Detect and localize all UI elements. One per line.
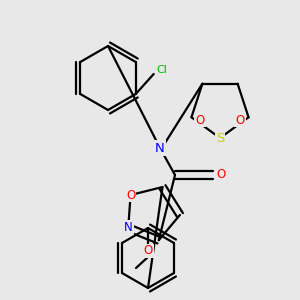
Text: Cl: Cl bbox=[156, 65, 167, 75]
Text: O: O bbox=[216, 169, 226, 182]
Text: N: N bbox=[155, 142, 165, 154]
Text: O: O bbox=[126, 188, 135, 202]
Text: O: O bbox=[143, 244, 153, 257]
Text: S: S bbox=[216, 131, 224, 145]
Text: N: N bbox=[124, 221, 133, 234]
Text: O: O bbox=[236, 113, 244, 127]
Text: O: O bbox=[195, 113, 205, 127]
